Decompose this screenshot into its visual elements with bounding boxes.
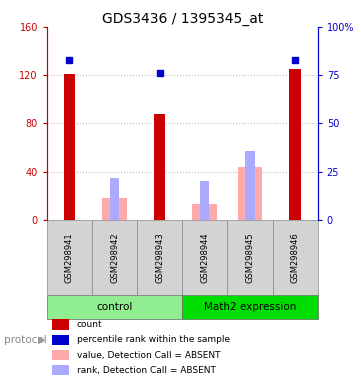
Bar [200, 181, 209, 220]
Bar [227, 220, 273, 295]
Bar [92, 220, 137, 295]
Bar [102, 198, 127, 220]
Bar [52, 365, 69, 375]
Bar [290, 69, 301, 220]
Bar [52, 319, 69, 329]
Bar [273, 220, 318, 295]
Text: ▶: ▶ [38, 335, 45, 345]
Bar [182, 220, 227, 295]
Bar [154, 114, 165, 220]
Bar [245, 151, 255, 220]
Text: GSM298946: GSM298946 [291, 232, 300, 283]
Title: GDS3436 / 1395345_at: GDS3436 / 1395345_at [101, 12, 263, 26]
Bar [192, 204, 217, 220]
Text: protocol: protocol [4, 335, 46, 345]
Bar [110, 178, 119, 220]
Bar [47, 295, 182, 319]
Text: GSM298945: GSM298945 [245, 232, 255, 283]
Text: GSM298943: GSM298943 [155, 232, 164, 283]
Text: GSM298941: GSM298941 [65, 232, 74, 283]
Text: control: control [96, 302, 133, 312]
Text: Math2 expression: Math2 expression [204, 302, 296, 312]
Bar [182, 295, 318, 319]
Text: GSM298942: GSM298942 [110, 232, 119, 283]
Text: rank, Detection Call = ABSENT: rank, Detection Call = ABSENT [77, 366, 216, 374]
Text: value, Detection Call = ABSENT: value, Detection Call = ABSENT [77, 351, 220, 360]
Bar [52, 350, 69, 360]
Text: GSM298944: GSM298944 [200, 232, 209, 283]
Bar [238, 167, 262, 220]
Bar [137, 220, 182, 295]
Bar [47, 220, 92, 295]
Bar [52, 335, 69, 345]
Text: percentile rank within the sample: percentile rank within the sample [77, 335, 230, 344]
Text: count: count [77, 320, 102, 329]
Bar [64, 74, 75, 220]
